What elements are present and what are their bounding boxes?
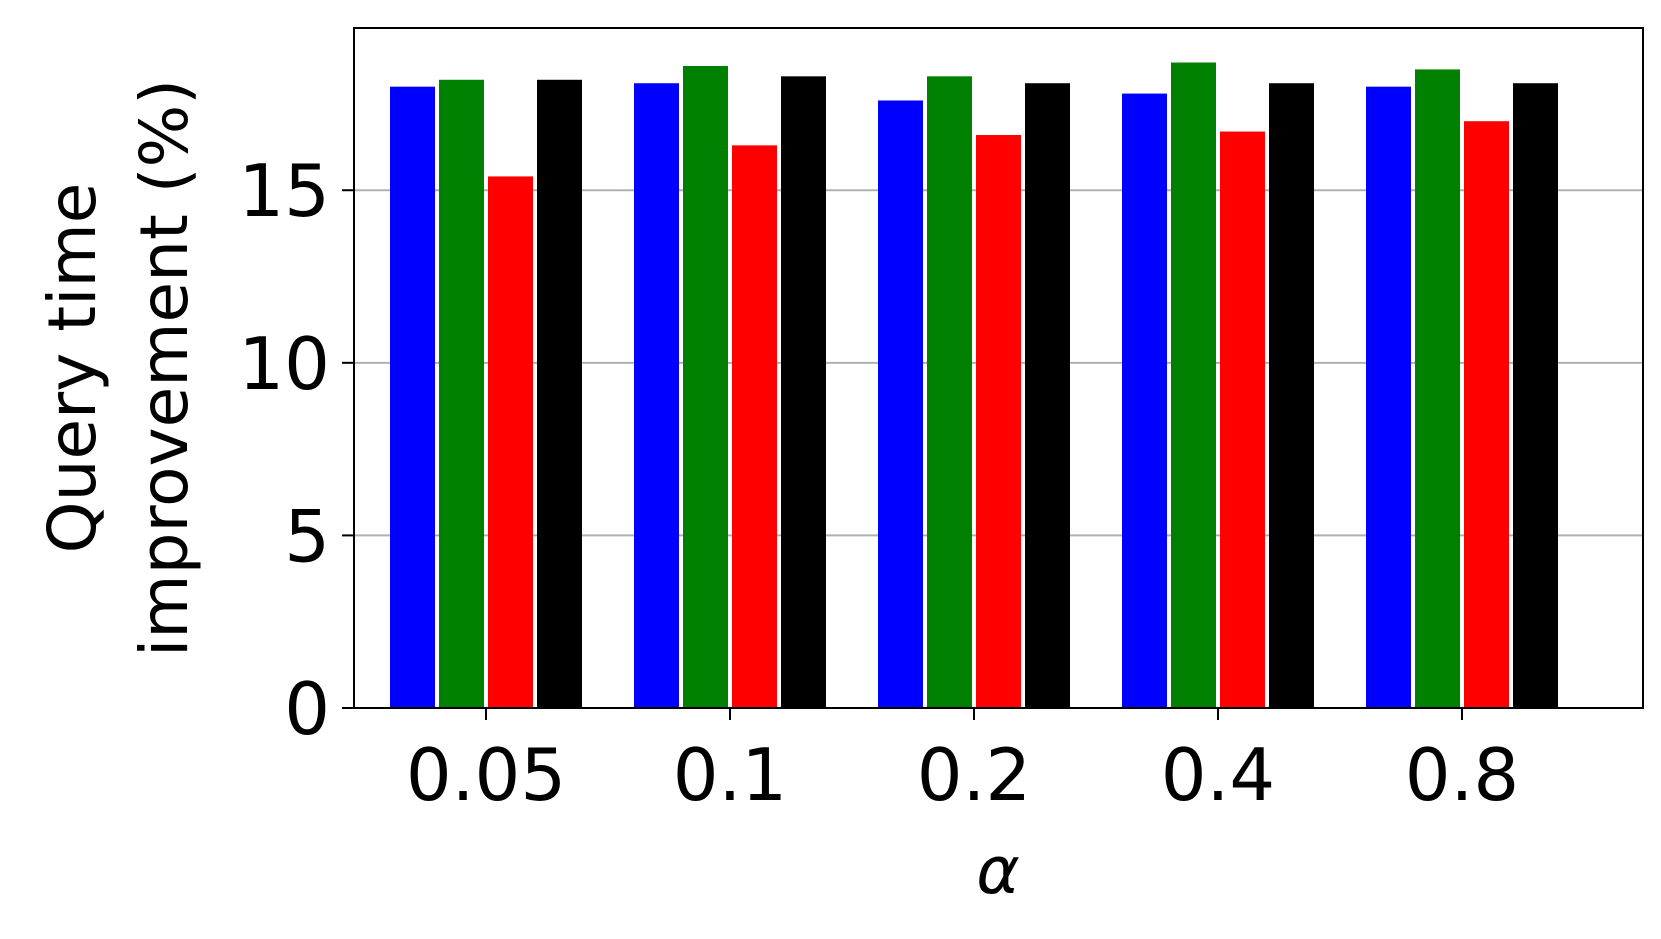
x-axis-label: α (976, 832, 1020, 909)
y-axis-label-line-1: Query time (34, 183, 111, 554)
y-tick-label: 5 (284, 494, 330, 578)
x-tick-label: 0.4 (1161, 733, 1276, 817)
x-tick-label: 0.8 (1405, 733, 1520, 817)
x-axis-ticks: 0.05 0.1 0.2 0.4 0.8 (406, 708, 1519, 817)
bar (1025, 83, 1070, 709)
bar (976, 135, 1021, 709)
bars (390, 62, 1558, 709)
y-tick-label: 10 (238, 322, 330, 406)
y-axis-ticks: 0 5 10 15 (238, 149, 354, 751)
bar (488, 176, 533, 708)
y-tick-label: 15 (238, 149, 330, 233)
bar (1464, 121, 1509, 708)
bar (878, 100, 923, 709)
y-axis-label-line-2: improvement (%) (126, 79, 203, 657)
bar (732, 145, 777, 708)
y-tick-label: 0 (284, 667, 330, 751)
bar (683, 65, 728, 708)
bar (1171, 62, 1216, 709)
bar (781, 76, 826, 708)
y-axis-label: Query time improvement (%) (34, 79, 203, 657)
bar (1269, 83, 1314, 709)
bar (1122, 93, 1167, 709)
bar (1415, 69, 1460, 708)
bar (1366, 86, 1411, 709)
plot-frame (353, 27, 1644, 709)
bar (1513, 83, 1558, 709)
bar (537, 79, 582, 708)
bar (927, 76, 972, 708)
x-tick-label: 0.1 (673, 733, 788, 817)
bar (634, 83, 679, 709)
x-tick-label: 0.2 (917, 733, 1032, 817)
x-tick-label: 0.05 (406, 733, 566, 817)
bar (439, 79, 484, 708)
bar (390, 86, 435, 709)
bar (1220, 131, 1265, 709)
